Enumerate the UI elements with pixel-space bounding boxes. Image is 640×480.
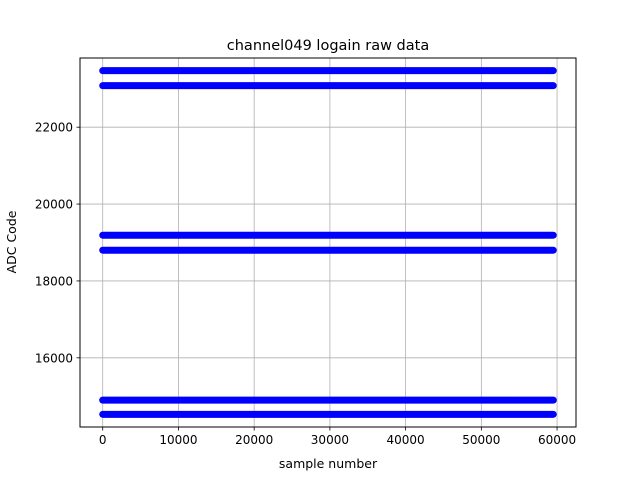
- x-tick-label: 50000: [462, 433, 500, 447]
- y-axis-label: ADC Code: [4, 210, 19, 273]
- x-axis-label: sample number: [279, 456, 378, 471]
- y-tick-label: 18000: [35, 274, 73, 288]
- x-tick-label: 30000: [311, 433, 349, 447]
- x-tick-label: 10000: [159, 433, 197, 447]
- x-axis-ticks: 0 10000 20000 30000 40000 50000 60000: [99, 427, 576, 447]
- plot-area-frame: [79, 57, 577, 428]
- data-bands: [99, 67, 557, 418]
- x-tick-label: 60000: [538, 433, 576, 447]
- y-tick-label: 22000: [35, 121, 73, 135]
- y-tick-label: 16000: [35, 351, 73, 365]
- chart-title: channel049 logain raw data: [227, 38, 429, 54]
- grid-lines: [80, 58, 576, 427]
- x-tick-label: 20000: [235, 433, 273, 447]
- x-tick-label: 40000: [387, 433, 425, 447]
- y-tick-label: 20000: [35, 198, 73, 212]
- y-axis-ticks: 16000 18000 20000 22000: [35, 121, 80, 365]
- x-tick-label: 0: [99, 433, 107, 447]
